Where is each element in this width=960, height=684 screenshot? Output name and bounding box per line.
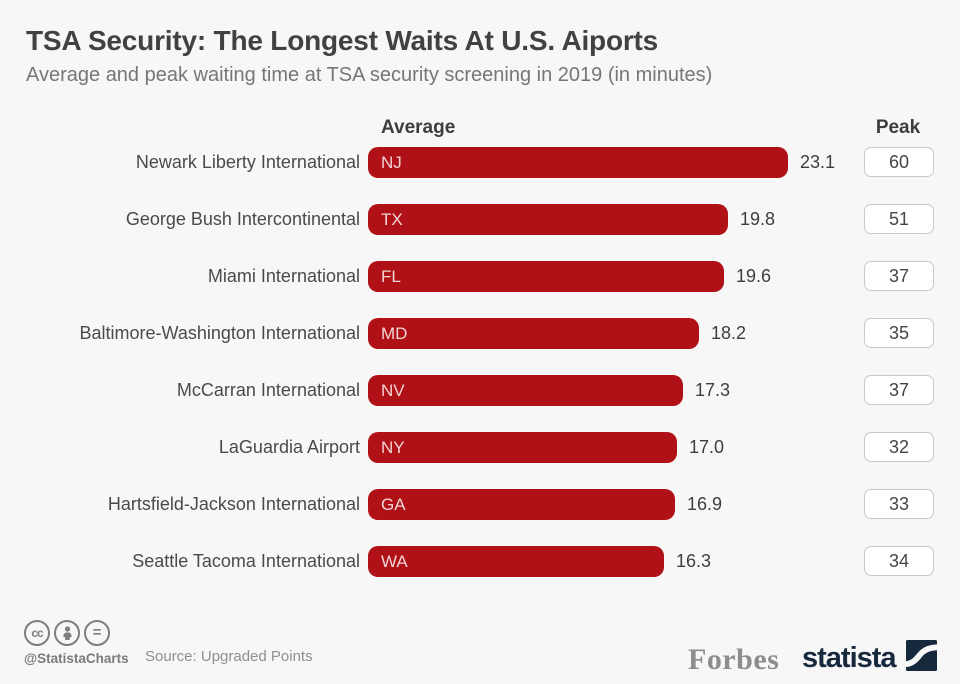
peak-value-box: 51 [864, 204, 934, 234]
airport-label: McCarran International [176, 380, 360, 400]
peak-value-box: 35 [864, 318, 934, 348]
table-row: Hartsfield-Jackson International GA 16.9… [0, 489, 960, 520]
attribution-person-glyph [63, 626, 71, 640]
table-row: Seattle Tacoma International WA 16.3 34 [0, 546, 960, 577]
average-bar: MD [368, 318, 699, 349]
average-bar: NJ [368, 147, 788, 178]
table-row: George Bush Intercontinental TX 19.8 51 [0, 204, 960, 235]
column-header-peak: Peak [875, 117, 921, 138]
peak-value-box: 37 [864, 261, 934, 291]
average-bar: NV [368, 375, 683, 406]
average-value: 18.2 [711, 323, 747, 343]
state-label: FL [381, 267, 401, 286]
average-bar: FL [368, 261, 724, 292]
airport-label: LaGuardia Airport [218, 437, 360, 457]
equals-glyph: = [92, 623, 102, 641]
statista-logo-mark [906, 640, 937, 671]
state-label: WA [381, 552, 408, 571]
average-value: 17.3 [695, 380, 731, 400]
state-label: GA [381, 495, 406, 514]
average-value: 16.3 [676, 551, 712, 571]
airport-label: Baltimore-Washington International [79, 323, 360, 343]
cc-icon: cc [24, 620, 50, 646]
airport-label: Hartsfield-Jackson International [107, 494, 360, 514]
state-label: TX [381, 210, 403, 229]
chart-title: TSA Security: The Longest Waits At U.S. … [26, 25, 659, 56]
table-row: McCarran International NV 17.3 37 [0, 375, 960, 406]
average-value: 19.8 [740, 209, 776, 229]
table-row: Newark Liberty International NJ 23.1 60 [0, 147, 960, 178]
source-text: Source: Upgraded Points [145, 648, 313, 665]
table-row: Baltimore-Washington International MD 18… [0, 318, 960, 349]
average-bar: TX [368, 204, 728, 235]
airport-label: Miami International [207, 266, 360, 286]
peak-value-box: 34 [864, 546, 934, 576]
average-bar: WA [368, 546, 664, 577]
state-label: MD [381, 324, 408, 343]
peak-value-box: 33 [864, 489, 934, 519]
airport-label: Newark Liberty International [135, 152, 360, 172]
forbes-logo: Forbes [688, 643, 780, 676]
cc-license-icons: cc = [24, 620, 110, 647]
airport-label: George Bush Intercontinental [125, 209, 360, 229]
no-derivatives-icon: = [84, 620, 110, 646]
statista-logo: statista [802, 642, 897, 674]
average-bar: GA [368, 489, 675, 520]
peak-value-box: 37 [864, 375, 934, 405]
average-value: 16.9 [687, 494, 723, 514]
peak-value-box: 60 [864, 147, 934, 177]
attribution-icon [54, 620, 80, 646]
airport-label: Seattle Tacoma International [132, 551, 360, 571]
footer: cc = @StatistaCharts Source: Upgraded Po… [0, 600, 960, 684]
column-header-average: Average [381, 117, 456, 138]
average-bar: NY [368, 432, 677, 463]
state-label: NV [381, 381, 405, 400]
table-row: LaGuardia Airport NY 17.0 32 [0, 432, 960, 463]
average-value: 19.6 [736, 266, 772, 286]
statista-charts-handle: @StatistaCharts [24, 651, 129, 666]
average-value: 23.1 [800, 152, 836, 172]
table-row: Miami International FL 19.6 37 [0, 261, 960, 292]
peak-value-box: 32 [864, 432, 934, 462]
average-value: 17.0 [689, 437, 725, 457]
chart-subtitle: Average and peak waiting time at TSA sec… [26, 64, 713, 86]
state-label: NJ [381, 153, 402, 172]
state-label: NY [381, 438, 405, 457]
cc-icon-text: cc [31, 626, 43, 640]
